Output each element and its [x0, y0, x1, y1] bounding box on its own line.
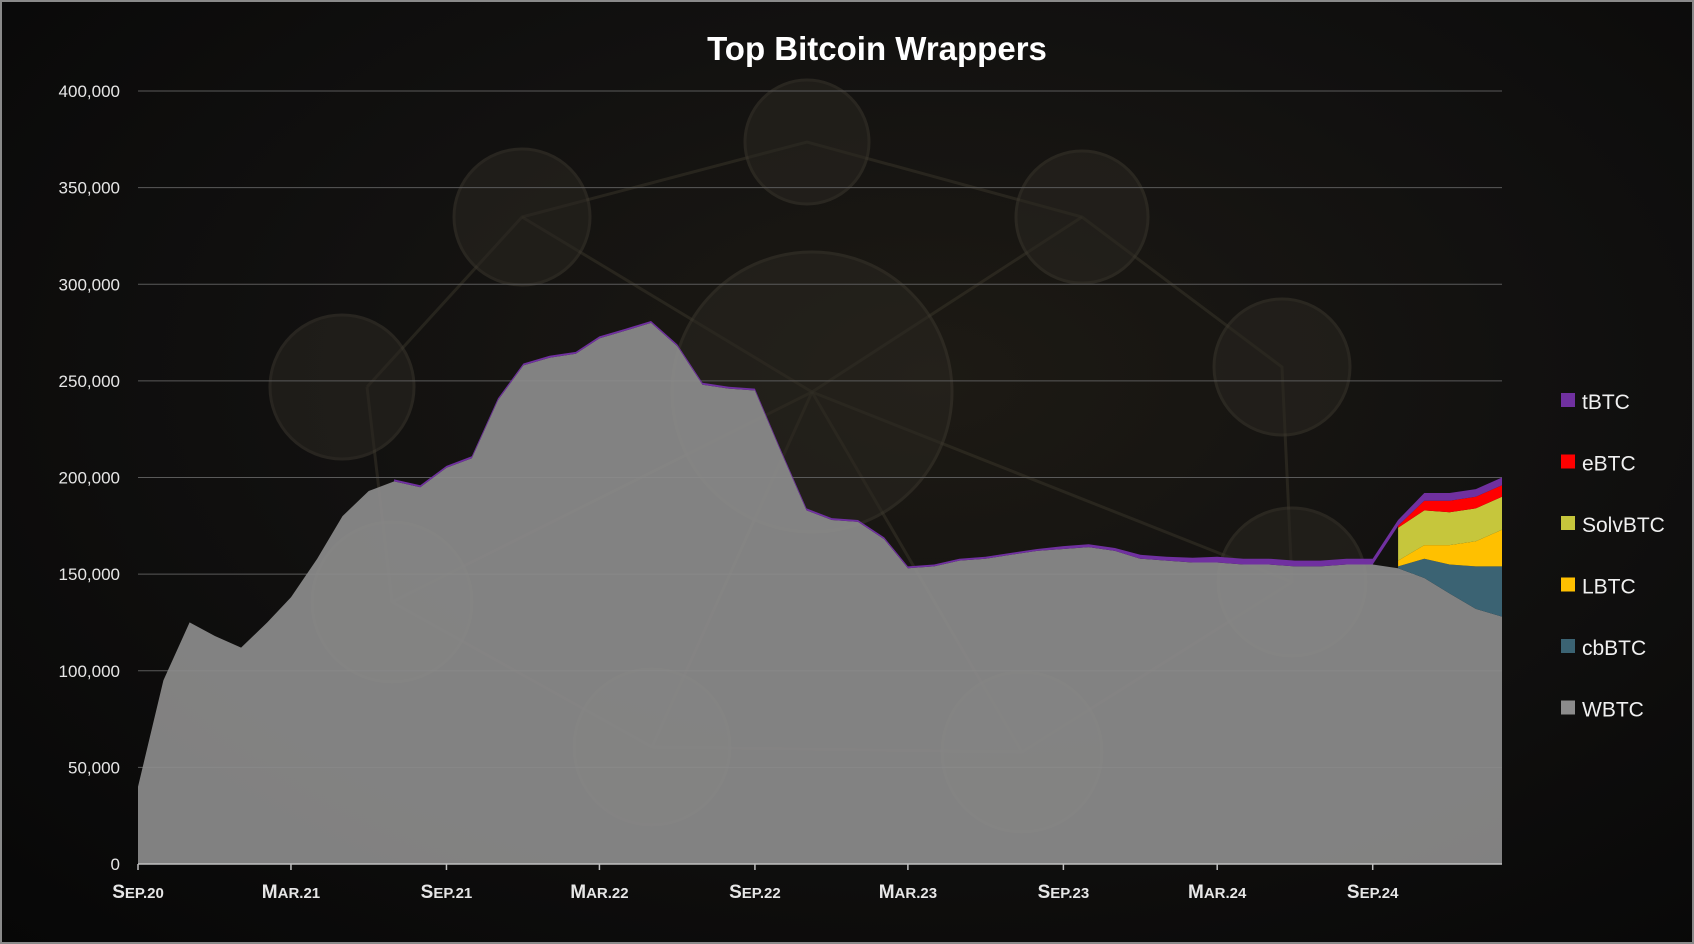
- stacked-areas: [138, 321, 1503, 864]
- x-tick-labels: SEP.20 MAR.21 SEP.21 MAR.22 SEP.22 MAR.23 SEP.…: [112, 882, 1399, 903]
- x-tick-label: MAR.23: [879, 882, 937, 903]
- legend: tBTC eBTC SolvBTC LBTC cbBTC WBTC: [1561, 391, 1665, 722]
- legend-swatch-tbtc: [1561, 393, 1575, 407]
- legend-swatch-solvbtc: [1561, 516, 1575, 530]
- y-tick-label: 100,000: [59, 662, 120, 681]
- legend-label-wbtc: WBTC: [1582, 699, 1644, 722]
- x-tick-label: MAR.24: [1188, 882, 1247, 903]
- legend-swatch-ebtc: [1561, 454, 1575, 469]
- chart-title: Top Bitcoin Wrappers: [707, 30, 1047, 67]
- y-tick-label: 250,000: [59, 372, 120, 391]
- legend-label-cbbtc: cbBTC: [1582, 637, 1646, 660]
- x-tick-label: MAR.21: [262, 882, 320, 903]
- axes: [137, 863, 1502, 870]
- y-tick-label: 350,000: [59, 179, 120, 198]
- y-tick-label: 400,000: [59, 82, 120, 101]
- legend-swatch-cbbtc: [1561, 639, 1575, 653]
- area-ebtc: [1398, 485, 1502, 528]
- area-solvbtc: [1398, 496, 1502, 561]
- y-tick-labels: 0 50,000 100,000 150,000 200,000 250,000 300,0…: [59, 82, 120, 874]
- legend-label-ebtc: eBTC: [1582, 453, 1636, 476]
- legend-label-solvbtc: SolvBTC: [1582, 514, 1665, 537]
- y-tick-label: 150,000: [59, 565, 120, 584]
- area-cbbtc: [1398, 558, 1502, 617]
- x-tick-label: SEP.23: [1038, 882, 1090, 903]
- y-tick-label: 50,000: [68, 758, 120, 777]
- x-tick-label: SEP.22: [729, 882, 781, 903]
- legend-label-lbtc: LBTC: [1582, 576, 1636, 599]
- y-tick-label: 300,000: [59, 275, 120, 294]
- y-tick-label: 0: [111, 855, 120, 874]
- x-tick-label: SEP.24: [1347, 882, 1399, 903]
- legend-label-tbtc: tBTC: [1582, 391, 1630, 414]
- legend-swatch-wbtc: [1561, 700, 1575, 715]
- x-tick-label: MAR.22: [570, 882, 628, 903]
- legend-swatch-lbtc: [1561, 577, 1575, 592]
- y-tick-label: 200,000: [59, 469, 120, 488]
- area-lbtc: [1398, 529, 1502, 567]
- x-tick-label: SEP.20: [112, 882, 164, 903]
- area-wbtc: [138, 322, 1502, 864]
- x-tick-label: SEP.21: [421, 882, 473, 903]
